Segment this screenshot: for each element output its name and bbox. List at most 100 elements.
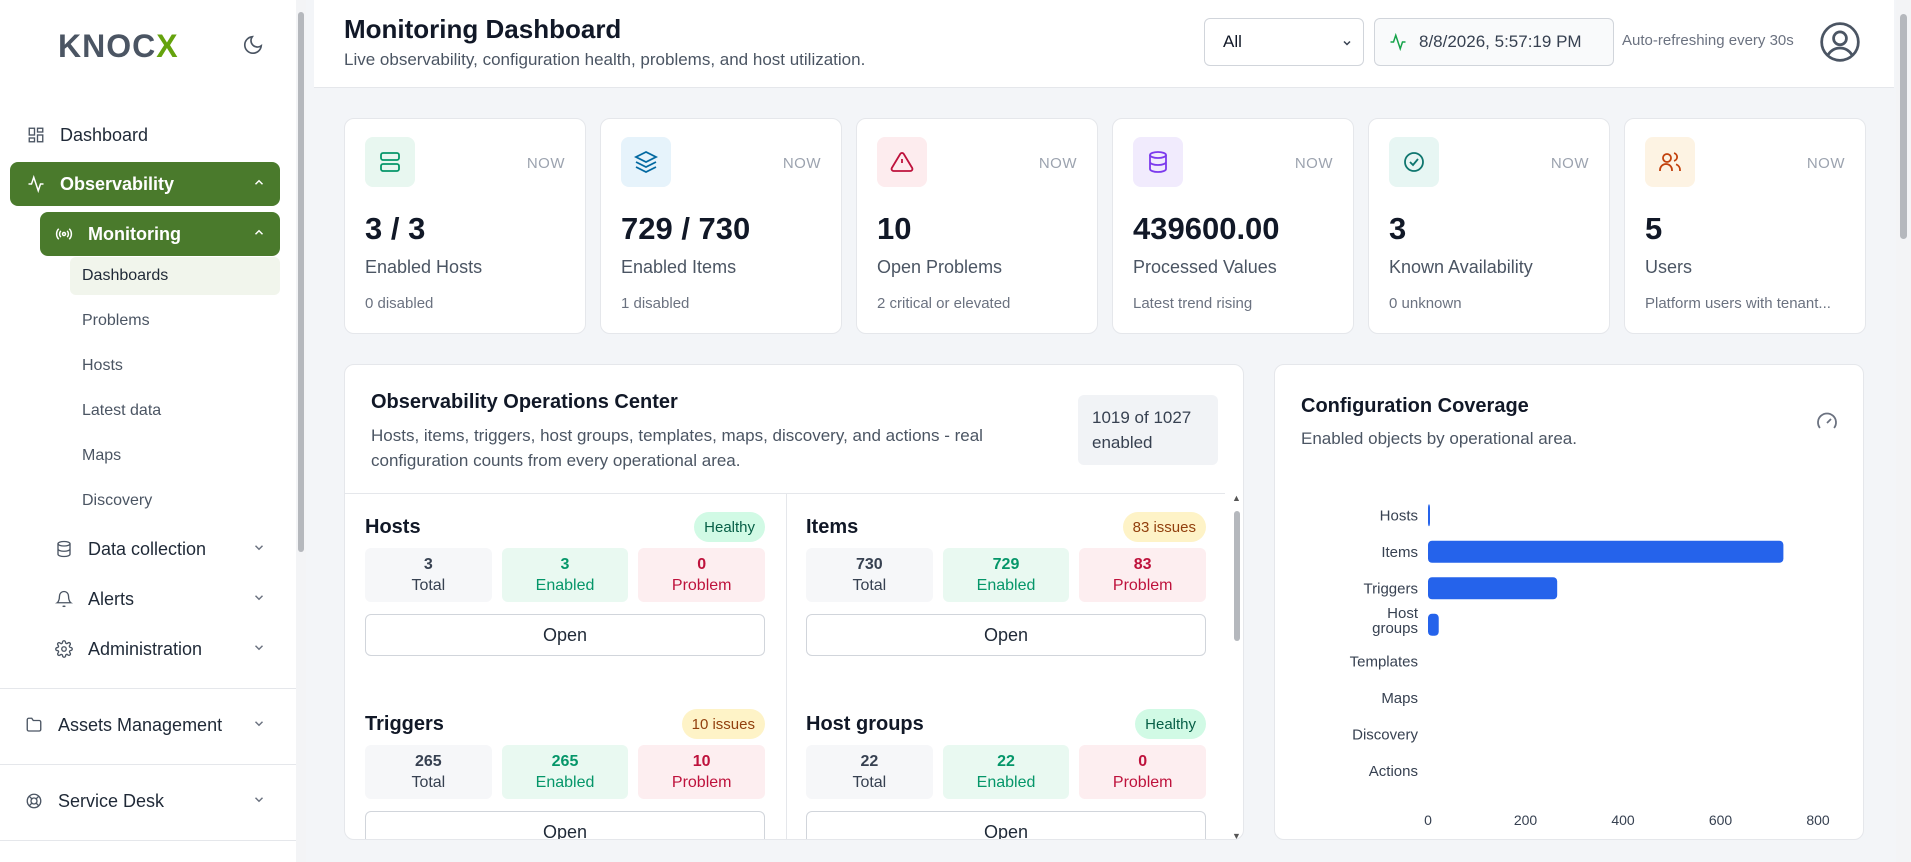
y-tick-label: Actions (1369, 763, 1418, 780)
sidebar-item-monitoring[interactable]: Monitoring (40, 212, 280, 256)
ops-section-items: Items 83 issues 730 Total 729 Enabled 83 Proble… (806, 512, 1207, 661)
sidebar-divider (0, 764, 296, 765)
total-count: 3 Total (365, 548, 492, 602)
coverage-subtitle: Enabled objects by operational area. (1301, 429, 1577, 448)
grid-icon (24, 123, 48, 147)
ops-section-hosts: Hosts Healthy 3 Total 3 Enabled 0 Problem Open (365, 512, 766, 661)
sidebar-sub-dashboards[interactable]: Dashboards (70, 257, 280, 295)
sidebar-item-observability[interactable]: Observability (10, 162, 280, 206)
operations-center-card: Observability Operations Center Hosts, i… (344, 364, 1244, 840)
stat-period: NOW (1806, 155, 1845, 172)
sidebar-item-label: Alerts (88, 588, 135, 609)
open-button[interactable]: Open (806, 811, 1206, 839)
sidebar-sub-maps[interactable]: Maps (82, 447, 122, 464)
scrollbar-thumb[interactable] (298, 12, 304, 552)
x-tick-label: 0 (1424, 812, 1432, 828)
ops-subtitle: Hosts, items, triggers, host groups, tem… (371, 426, 983, 470)
enabled-count: 22 Enabled (942, 745, 1070, 799)
bar-triggers[interactable] (1428, 577, 1558, 600)
chevron-down-icon (252, 715, 266, 736)
scope-select[interactable]: All (1204, 18, 1364, 66)
section-name: Triggers (365, 713, 444, 735)
folder-icon (22, 713, 46, 737)
coverage-bar-chart: Hosts Items Triggers Host groups Templates Map… (1350, 504, 1830, 828)
scroll-up-icon[interactable]: ▲ (1232, 493, 1241, 503)
scroll-down-icon[interactable]: ▼ (1232, 831, 1241, 840)
y-tick-label: Hosts (1380, 507, 1418, 524)
total-count: 22 Total (806, 745, 933, 799)
sidebar: KNOCX Dashboard Observability Monitoring… (0, 0, 300, 862)
gauge-icon[interactable] (1815, 409, 1839, 438)
bar-items[interactable] (1428, 540, 1784, 563)
broadcast-icon (52, 222, 76, 246)
chevron-up-icon (252, 224, 266, 245)
database-icon (52, 537, 76, 561)
y-tick-label: Triggers (1364, 580, 1418, 597)
stat-card[interactable]: NOW 3 Known Availability 0 unknown (1368, 118, 1610, 334)
stat-label: Enabled Hosts (365, 257, 483, 277)
users-icon (1645, 137, 1695, 187)
user-avatar-icon[interactable] (1818, 20, 1862, 64)
sidebar-item-data-collection[interactable]: Data collection (52, 534, 280, 564)
open-button[interactable]: Open (365, 614, 765, 656)
sidebar-item-alerts[interactable]: Alerts (52, 584, 280, 614)
sidebar-item-service-desk[interactable]: Service Desk (22, 786, 280, 816)
sidebar-item-label: Data collection (88, 538, 207, 559)
ops-sections: Hosts Healthy 3 Total 3 Enabled 0 Problem Open It… (345, 493, 1225, 839)
sidebar-item-label: Monitoring (88, 223, 181, 244)
section-counts: 730 Total 729 Enabled 83 Problem (806, 548, 1207, 602)
open-button[interactable]: Open (806, 614, 1206, 656)
activity-icon (1389, 33, 1407, 51)
page-scrollbar[interactable] (1896, 0, 1911, 862)
enabled-count: 3 Enabled (501, 548, 629, 602)
y-tick-label: Discovery (1352, 726, 1418, 743)
section-name: Items (806, 516, 859, 538)
sidebar-sub-latest-data[interactable]: Latest data (82, 402, 162, 419)
scrollbar-thumb[interactable] (1900, 14, 1907, 239)
open-button[interactable]: Open (365, 811, 765, 839)
page-title: Monitoring Dashboard (344, 14, 622, 44)
stat-period: NOW (1038, 155, 1077, 172)
stat-note: 2 critical or elevated (877, 295, 1011, 312)
stat-card[interactable]: NOW 10 Open Problems 2 critical or elevated (856, 118, 1098, 334)
lifebuoy-icon (22, 789, 46, 813)
stat-note: 0 disabled (365, 295, 434, 312)
section-counts: 265 Total 265 Enabled 10 Problem (365, 745, 766, 799)
section-counts: 3 Total 3 Enabled 0 Problem (365, 548, 766, 602)
sidebar-item-dashboard[interactable]: Dashboard (24, 120, 148, 150)
check-circle-icon (1389, 137, 1439, 187)
sidebar-sub-hosts[interactable]: Hosts (82, 357, 123, 374)
gear-icon (52, 637, 76, 661)
status-badge: Healthy (1135, 709, 1206, 739)
enabled-count: 729 Enabled (942, 548, 1070, 602)
logo[interactable]: KNOCX (58, 28, 179, 64)
refresh-timestamp[interactable]: 8/8/2026, 5:57:19 PM (1374, 18, 1614, 66)
stat-card[interactable]: NOW 729 / 730 Enabled Items 1 disabled (600, 118, 842, 334)
ops-scrollbar[interactable]: ▲ ▼ (1231, 493, 1243, 840)
sidebar-scrollbar[interactable] (296, 0, 306, 862)
bar-hosts[interactable] (1428, 504, 1430, 527)
stat-card[interactable]: NOW 5 Users Platform users with tenant... (1624, 118, 1866, 334)
chevron-down-icon (252, 539, 266, 560)
x-tick-label: 200 (1514, 812, 1538, 828)
stat-card[interactable]: NOW 3 / 3 Enabled Hosts 0 disabled (344, 118, 586, 334)
sidebar-sub-problems[interactable]: Problems (82, 312, 150, 329)
sidebar-sub-discovery[interactable]: Discovery (82, 492, 153, 509)
sidebar-item-administration[interactable]: Administration (52, 634, 280, 664)
status-badge: 83 issues (1122, 512, 1206, 542)
coverage-title: Configuration Coverage (1301, 395, 1529, 417)
sidebar-item-assets-management[interactable]: Assets Management (22, 710, 280, 740)
status-badge: Healthy (694, 512, 765, 542)
y-tick-label: Items (1381, 544, 1418, 561)
stat-value: 5 (1645, 211, 1663, 246)
stat-card[interactable]: NOW 439600.00 Processed Values Latest trend… (1112, 118, 1354, 334)
stat-period: NOW (526, 155, 565, 172)
enabled-count: 265 Enabled (501, 745, 629, 799)
section-counts: 22 Total 22 Enabled 0 Problem (806, 745, 1207, 799)
scrollbar-thumb[interactable] (1234, 511, 1240, 641)
bar-host-groups[interactable] (1428, 613, 1439, 636)
moon-icon[interactable] (238, 30, 268, 60)
chevron-down-icon (252, 589, 266, 610)
stat-label: Users (1645, 257, 1693, 277)
stat-value: 3 / 3 (365, 211, 426, 246)
